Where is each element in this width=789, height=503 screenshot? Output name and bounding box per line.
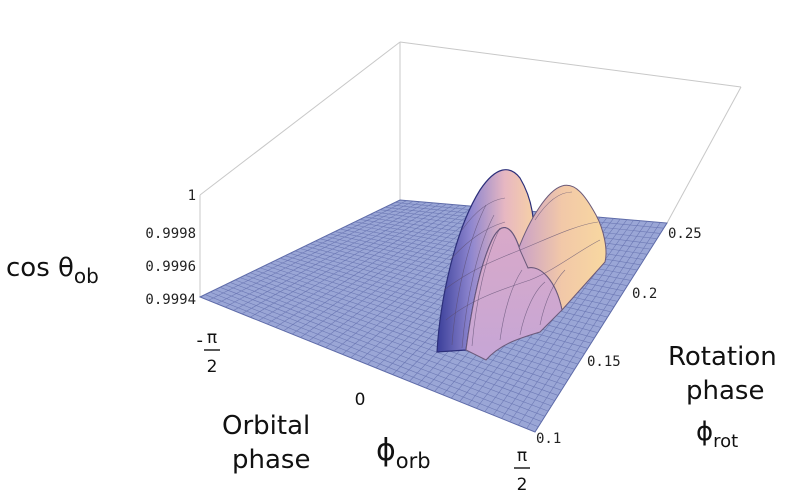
z-axis-ticks: 1 0.9998 0.9996 0.9994 (145, 188, 196, 308)
y-axis-label: Rotation phase ϕrot (668, 342, 777, 452)
y-axis-symbol-main: ϕ (696, 417, 713, 447)
y-tick-label: 0.15 (587, 354, 621, 370)
x-axis-label: Orbital phase ϕorb (222, 411, 431, 475)
box-edge (199, 41, 401, 196)
y-tick-label: 0.2 (632, 286, 657, 302)
peak-mesh-line (445, 239, 601, 321)
x-axis-ticks: - π 2 0 π 2 (197, 328, 530, 495)
mesh-line (501, 220, 641, 419)
peak-front (465, 227, 563, 361)
y-tick-label: 0.1 (536, 431, 561, 447)
y-axis-symbol-sub: rot (713, 431, 738, 452)
mesh-line (526, 222, 661, 429)
box-edge (399, 41, 742, 88)
y-axis-label-line2: phase (686, 376, 764, 406)
x-tick-sign: - (197, 330, 204, 351)
z-axis-label: cos θob (6, 253, 99, 288)
y-axis-label-line1: Rotation (668, 342, 777, 372)
z-tick-label: 0.9996 (145, 259, 196, 275)
x-tick-num: π (207, 328, 217, 348)
bounding-box (199, 41, 742, 297)
y-axis-ticks: 0.1 0.15 0.2 0.25 (536, 226, 702, 447)
x-tick-neg-pi-half: - π 2 (197, 328, 220, 377)
peak-mesh-line (519, 281, 546, 336)
x-axis-symbol: ϕorb (376, 433, 431, 473)
peak-mesh-line (461, 197, 506, 231)
peak-mesh-line (451, 204, 487, 346)
peak-mesh-line (461, 214, 495, 349)
surface-peaks (436, 169, 607, 361)
x-tick-num: π (517, 446, 527, 466)
y-tick-label: 0.25 (668, 226, 702, 242)
peak-mesh-line (499, 269, 523, 341)
peak-mesh (443, 191, 601, 349)
peak-mesh-line (471, 227, 501, 347)
x-axis-label-line2: phase (232, 445, 310, 475)
mesh-line (492, 219, 634, 416)
x-tick-pi-half: π 2 (514, 446, 530, 495)
x-tick-den: 2 (517, 475, 528, 495)
x-axis-symbol-sub: orb (396, 449, 431, 473)
z-axis-label-sub: ob (74, 264, 99, 288)
peak-mesh-line (449, 221, 506, 261)
x-tick-den: 2 (207, 357, 218, 377)
box-edge (666, 86, 742, 224)
z-tick-label: 1 (188, 188, 196, 204)
peak-mesh-line (539, 269, 566, 326)
y-axis-symbol: ϕrot (696, 417, 738, 452)
z-axis-label-main: cos θob (6, 253, 99, 288)
x-axis-symbol-main: ϕ (376, 433, 396, 468)
z-tick-label: 0.9994 (145, 292, 196, 308)
mesh-line (518, 221, 654, 426)
mesh-line (509, 221, 648, 423)
z-tick-label: 0.9998 (145, 226, 196, 242)
peak-mesh-line (443, 221, 599, 291)
x-tick-zero: 0 (355, 390, 366, 410)
peak-mesh-line (534, 191, 573, 221)
x-axis-label-line1: Orbital (222, 411, 310, 441)
z-axis-label-text: cos θ (6, 253, 74, 283)
